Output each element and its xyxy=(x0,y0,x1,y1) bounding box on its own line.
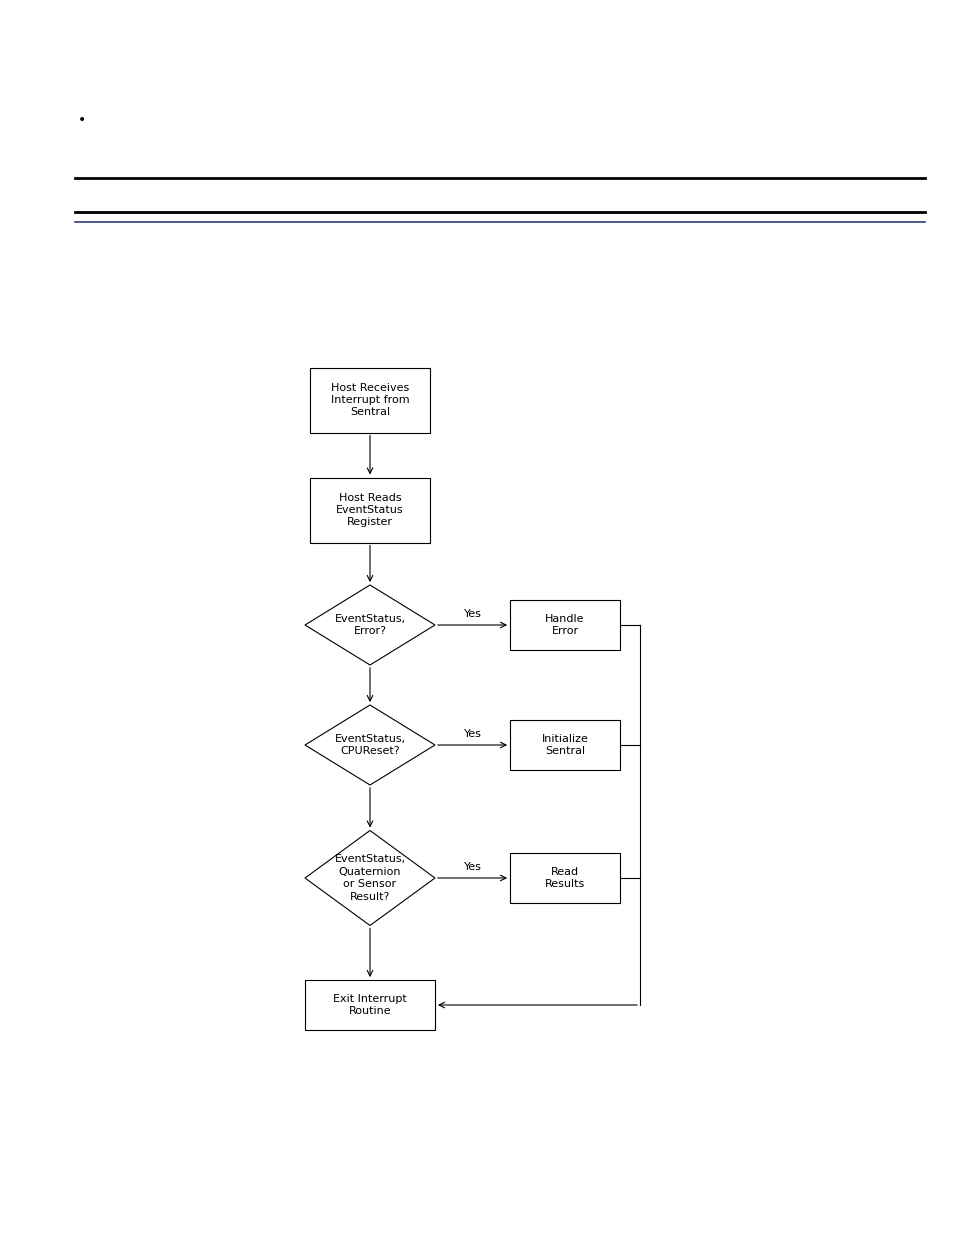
Text: Exit Interrupt
Routine: Exit Interrupt Routine xyxy=(333,994,406,1016)
FancyBboxPatch shape xyxy=(310,478,430,542)
FancyBboxPatch shape xyxy=(310,368,430,432)
FancyBboxPatch shape xyxy=(510,853,619,903)
Polygon shape xyxy=(305,585,435,664)
FancyBboxPatch shape xyxy=(510,720,619,769)
FancyBboxPatch shape xyxy=(305,981,435,1030)
Text: Host Reads
EventStatus
Register: Host Reads EventStatus Register xyxy=(335,493,403,527)
Text: Initialize
Sentral: Initialize Sentral xyxy=(541,734,588,756)
Text: EventStatus,
CPUReset?: EventStatus, CPUReset? xyxy=(335,734,405,756)
Text: Yes: Yes xyxy=(463,609,481,619)
Text: •: • xyxy=(78,112,86,127)
Text: Yes: Yes xyxy=(463,862,481,872)
Text: Read
Results: Read Results xyxy=(544,867,584,889)
Text: EventStatus,
Quaternion
or Sensor
Result?: EventStatus, Quaternion or Sensor Result… xyxy=(335,855,405,902)
Polygon shape xyxy=(305,705,435,785)
Text: EventStatus,
Error?: EventStatus, Error? xyxy=(335,614,405,636)
Text: Host Receives
Interrupt from
Sentral: Host Receives Interrupt from Sentral xyxy=(331,383,409,417)
FancyBboxPatch shape xyxy=(510,600,619,650)
Text: Handle
Error: Handle Error xyxy=(545,614,584,636)
Polygon shape xyxy=(305,830,435,925)
Text: Yes: Yes xyxy=(463,729,481,739)
